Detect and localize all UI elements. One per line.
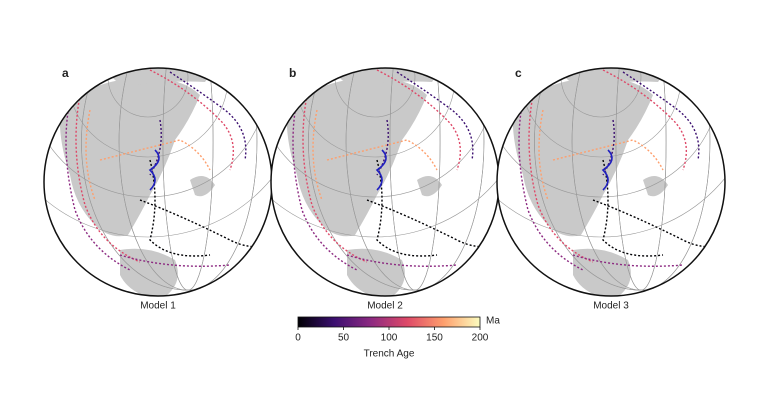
panel-letter: b xyxy=(289,66,296,80)
colorbar-tick-label: 0 xyxy=(295,333,301,344)
trench-trace xyxy=(622,71,700,161)
trench-trace xyxy=(292,99,358,271)
colorbar-tick-label: 150 xyxy=(426,333,443,344)
trench-trace xyxy=(149,69,234,171)
panel-title: Model 2 xyxy=(367,301,403,312)
landmass xyxy=(120,248,178,296)
parallel xyxy=(271,68,499,238)
trench-trace xyxy=(376,119,389,176)
landmass xyxy=(110,68,209,86)
trench-trace xyxy=(552,139,664,171)
trench-trace xyxy=(602,69,687,171)
trench-trace xyxy=(376,69,461,171)
trench-trace xyxy=(99,139,211,171)
trench-trace xyxy=(119,254,231,267)
plume-track xyxy=(601,149,613,191)
globe-map xyxy=(44,68,272,296)
trench-trace xyxy=(149,119,162,176)
colorbar-tick-label: 50 xyxy=(338,333,350,344)
trench-trace xyxy=(572,254,684,267)
globes: a Model 1 b Model 2 c Model 3 xyxy=(43,66,726,312)
trench-trace xyxy=(65,99,131,271)
colorbar-tick-label: 100 xyxy=(381,333,398,344)
parallel xyxy=(497,68,725,238)
landmass xyxy=(347,248,405,296)
globe-map xyxy=(497,68,725,296)
globe-map xyxy=(271,68,499,296)
colorbar-tick-label: 200 xyxy=(472,333,489,344)
plume-track xyxy=(375,149,387,191)
panel-title: Model 3 xyxy=(593,301,629,312)
landmass xyxy=(190,176,215,197)
landmass xyxy=(512,77,653,237)
trench-trace xyxy=(169,71,247,161)
landmass xyxy=(573,248,631,296)
trench-trace xyxy=(602,159,664,257)
colorbar: 0 50 100 150 200 Ma Trench Age xyxy=(295,316,500,360)
landmass xyxy=(337,68,436,86)
trench-trace xyxy=(312,109,323,201)
globe: a Model 1 xyxy=(43,66,273,312)
trench-trace xyxy=(85,109,96,201)
trench-trace xyxy=(396,71,474,161)
globe: c Model 3 xyxy=(496,66,726,312)
panel-letter: c xyxy=(515,66,522,80)
panel-title: Model 1 xyxy=(140,301,176,312)
trench-trace xyxy=(602,119,615,176)
landmass xyxy=(417,176,442,197)
trench-trace xyxy=(326,139,438,171)
plume-track xyxy=(148,149,160,191)
trench-trace xyxy=(518,99,584,271)
colorbar-ramp xyxy=(297,316,481,328)
trench-trace xyxy=(346,254,458,267)
meridian xyxy=(308,68,499,291)
trench-trace xyxy=(149,159,211,257)
globe: b Model 2 xyxy=(270,66,500,312)
landmass xyxy=(286,77,427,237)
parallel xyxy=(44,68,272,238)
colorbar-unit: Ma xyxy=(486,316,500,327)
meridian xyxy=(534,68,725,291)
trench-trace xyxy=(376,159,438,257)
landmass xyxy=(563,68,662,86)
panel-letter: a xyxy=(62,66,69,80)
meridian xyxy=(81,68,272,291)
landmass xyxy=(643,176,668,197)
trench-trace xyxy=(538,109,549,201)
landmass xyxy=(59,77,200,237)
colorbar-label: Trench Age xyxy=(364,349,415,360)
globe-outline xyxy=(496,67,726,297)
